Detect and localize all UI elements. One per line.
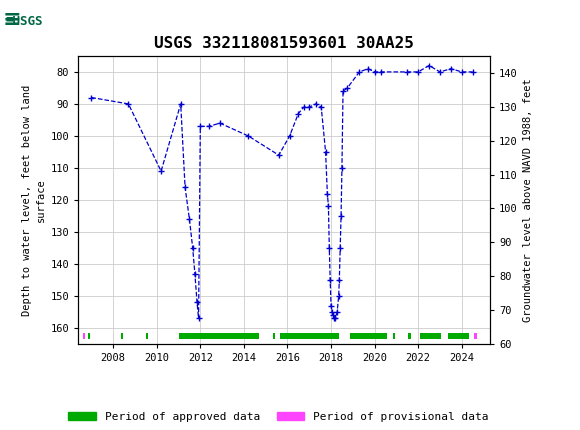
Text: ≡USGS: ≡USGS bbox=[6, 15, 44, 28]
Y-axis label: Groundwater level above NAVD 1988, feet: Groundwater level above NAVD 1988, feet bbox=[523, 78, 534, 322]
Legend: Period of approved data, Period of provisional data: Period of approved data, Period of provi… bbox=[68, 412, 489, 422]
Y-axis label: Depth to water level, feet below land
surface: Depth to water level, feet below land su… bbox=[23, 84, 46, 316]
Bar bbox=[0, 0, 75, 41]
Text: ≡: ≡ bbox=[3, 10, 21, 31]
FancyBboxPatch shape bbox=[3, 3, 72, 37]
Title: USGS 332118081593601 30AA25: USGS 332118081593601 30AA25 bbox=[154, 36, 414, 51]
